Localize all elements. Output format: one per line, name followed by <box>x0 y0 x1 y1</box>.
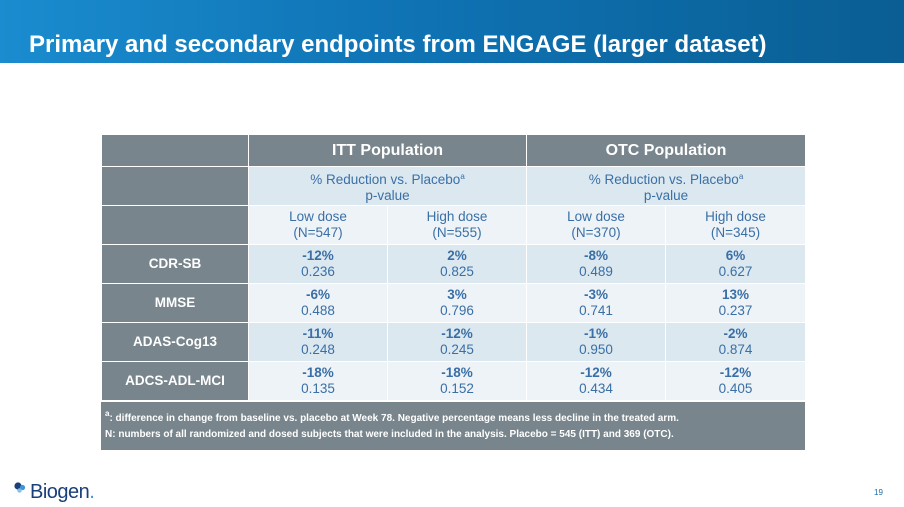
table-cell: 6% 0.627 <box>665 244 806 284</box>
biogen-wordmark: Biogen <box>30 480 90 503</box>
pct-value: -12% <box>441 326 473 341</box>
footnotes: a: difference in change from baseline vs… <box>101 402 805 450</box>
footnote-n: N: numbers of all randomized and dosed s… <box>105 429 674 440</box>
biogen-logo-icon <box>14 482 26 493</box>
endpoint-label: ADAS-Cog13 <box>101 322 249 362</box>
corner-cell <box>101 166 249 206</box>
pct-value: -12% <box>302 248 334 263</box>
pct-value: 6% <box>725 248 746 263</box>
p-value: 0.434 <box>579 381 613 396</box>
corner-cell <box>101 205 249 245</box>
table-cell: -12% 0.405 <box>665 361 806 401</box>
p-value: 0.489 <box>579 264 613 279</box>
dose-label: High dose <box>426 209 488 224</box>
p-value: 0.950 <box>579 342 613 357</box>
table-cell: -1% 0.950 <box>526 322 666 362</box>
p-value: 0.488 <box>301 303 335 318</box>
measure-label: % Reduction vs. Placebo <box>588 171 739 187</box>
pct-value: -8% <box>583 248 608 263</box>
table-cell: -8% 0.489 <box>526 244 666 284</box>
endpoints-table: ITT Population OTC Population % Reductio… <box>101 134 806 401</box>
dose-header: Low dose (N=370) <box>526 205 666 245</box>
dose-n: (N=345) <box>710 225 761 240</box>
dose-n: (N=555) <box>432 225 482 240</box>
dose-label: Low dose <box>289 209 347 224</box>
endpoint-label: CDR-SB <box>101 244 249 284</box>
dose-n: (N=370) <box>571 225 621 240</box>
biogen-wordmark-dot: . <box>89 480 95 503</box>
p-value: 0.237 <box>718 303 753 318</box>
table-cell: -11% 0.248 <box>248 322 388 362</box>
p-value: 0.796 <box>440 303 474 318</box>
p-value: 0.874 <box>718 342 753 357</box>
measure-sub: p-value <box>365 187 410 203</box>
table-cell: -12% 0.434 <box>526 361 666 401</box>
dose-header: High dose (N=345) <box>665 205 806 245</box>
table-row: ADAS-Cog13 -11% 0.248 -12% 0.245 -1% 0.950 … <box>101 322 806 362</box>
pct-value: -18% <box>302 365 334 380</box>
pct-value: -12% <box>719 365 752 380</box>
endpoint-label: ADCS-ADL-MCI <box>101 361 249 401</box>
p-value: 0.135 <box>301 381 335 396</box>
p-value: 0.236 <box>301 264 335 279</box>
population-header-row: ITT Population OTC Population <box>101 134 806 167</box>
pct-value: 3% <box>447 287 467 302</box>
biogen-logo: Biogen. <box>13 480 95 504</box>
otc-population-header: OTC Population <box>526 134 806 167</box>
dose-n: (N=547) <box>293 225 343 240</box>
table-cell: 13% 0.237 <box>665 283 806 323</box>
table-cell: -6% 0.488 <box>248 283 388 323</box>
pct-value: -18% <box>441 365 473 380</box>
p-value: 0.825 <box>440 264 474 279</box>
pct-value: -12% <box>580 365 612 380</box>
table-cell: -12% 0.245 <box>387 322 527 362</box>
table-cell: -3% 0.741 <box>526 283 666 323</box>
p-value: 0.152 <box>440 381 474 396</box>
footnote-a-ref: a <box>460 171 465 181</box>
table-cell: 3% 0.796 <box>387 283 527 323</box>
p-value: 0.405 <box>718 381 753 396</box>
table-row: ADCS-ADL-MCI -18% 0.135 -18% 0.152 -12% 0.4… <box>101 361 806 401</box>
pct-value: 2% <box>447 248 467 263</box>
pct-value: -3% <box>583 287 608 302</box>
table-row: MMSE -6% 0.488 3% 0.796 -3% 0.741 13% 0.237 <box>101 283 806 323</box>
pct-value: -11% <box>302 326 334 341</box>
table-cell: -18% 0.152 <box>387 361 527 401</box>
dose-header-row: Low dose (N=547) High dose (N=555) Low dos… <box>101 205 806 245</box>
dose-label: Low dose <box>567 209 625 224</box>
p-value: 0.245 <box>440 342 474 357</box>
table-cell: -12% 0.236 <box>248 244 388 284</box>
dose-header: High dose (N=555) <box>387 205 527 245</box>
table-cell: -18% 0.135 <box>248 361 388 401</box>
p-value: 0.248 <box>301 342 335 357</box>
itt-population-header: ITT Population <box>248 134 527 167</box>
pct-value: -2% <box>723 326 748 341</box>
measure-label: % Reduction vs. Placebo <box>310 171 461 187</box>
itt-measure-header: % Reduction vs. Placeboa p-value <box>248 166 527 206</box>
pct-value: 13% <box>721 287 750 302</box>
measure-header-row: % Reduction vs. Placeboa p-value % Reduc… <box>101 166 806 206</box>
dose-label: High dose <box>705 209 766 224</box>
p-value: 0.627 <box>718 264 753 279</box>
footnote-a: a: difference in change from baseline vs… <box>105 406 805 427</box>
p-value: 0.741 <box>579 303 613 318</box>
pct-value: -6% <box>305 287 330 302</box>
endpoint-label: MMSE <box>101 283 249 323</box>
footnote-a-marker: a <box>105 409 110 418</box>
otc-measure-header: % Reduction vs. Placeboa p-value <box>526 166 806 206</box>
table-row: CDR-SB -12% 0.236 2% 0.825 -8% 0.489 6% 0.62… <box>101 244 806 284</box>
measure-sub: p-value <box>643 187 689 203</box>
pct-value: -1% <box>583 326 608 341</box>
title-bar: Primary and secondary endpoints from ENG… <box>0 0 904 63</box>
footnote-a-text: : difference in change from baseline vs.… <box>109 413 679 424</box>
table-cell: -2% 0.874 <box>665 322 806 362</box>
dose-header: Low dose (N=547) <box>248 205 388 245</box>
slide-title: Primary and secondary endpoints from ENG… <box>29 31 767 58</box>
page-number: 19 <box>874 488 883 497</box>
corner-cell <box>101 134 249 167</box>
table-cell: 2% 0.825 <box>387 244 527 284</box>
footnote-a-ref: a <box>738 171 744 181</box>
